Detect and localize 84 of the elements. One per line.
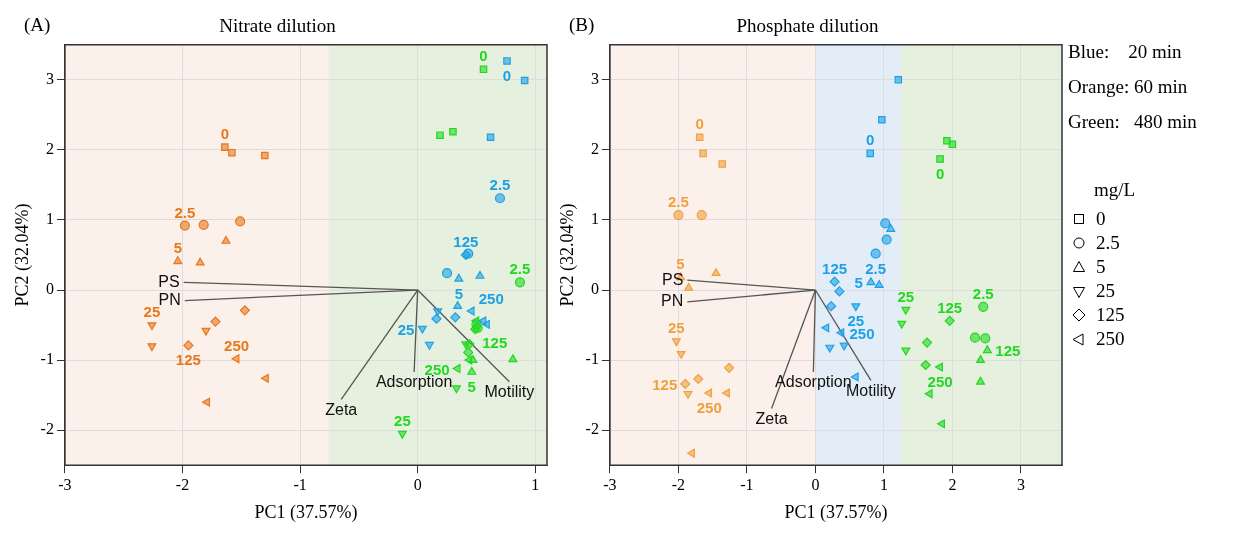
series-label: 2.5 [972, 284, 994, 302]
y-tick-label: -1 [40, 350, 54, 368]
series-label: PN [158, 290, 181, 308]
text: 2.5 [1096, 232, 1120, 253]
series-label: 250 [696, 399, 722, 417]
text: 5 [1096, 256, 1106, 277]
series-label: 2.5 [668, 193, 689, 211]
y-tick-label: -2 [585, 420, 599, 438]
series-label: Motility [484, 383, 535, 401]
series-label: 25 [394, 411, 411, 429]
series-label: 125 [995, 342, 1021, 360]
text: Blue: 20 min [1068, 40, 1183, 64]
x-tick-label: -3 [58, 476, 72, 493]
series-label: 2.5 [509, 260, 531, 278]
series-label: 2.5 [174, 203, 196, 221]
y-tick-label: 3 [590, 70, 599, 88]
x-tick-label: -2 [175, 476, 190, 493]
series-label: PS [158, 272, 180, 290]
series-label: Zeta [755, 409, 788, 427]
series-label: 5 [676, 255, 685, 273]
text: (B) [569, 14, 595, 36]
x-axis-title: PC1 (37.57%) [254, 501, 358, 523]
series-label: 25 [397, 320, 415, 338]
series-label: Zeta [325, 400, 358, 418]
y-tick-label: 1 [45, 210, 54, 228]
x-tick-label: 1 [879, 476, 888, 493]
y-tick-label: 2 [590, 140, 599, 158]
y-tick-label: 3 [45, 70, 54, 88]
series-label: 125 [482, 334, 508, 352]
text: (A) [24, 14, 51, 36]
y-tick-label: 0 [590, 280, 599, 298]
series-label: 5 [173, 239, 182, 257]
y-axis-title: PC2 (32.04%) [11, 203, 33, 307]
series-label: 25 [847, 312, 865, 330]
series-label: 2.5 [865, 259, 887, 277]
chart-title: Phosphate dilution [736, 15, 879, 37]
x-tick-label: -3 [603, 476, 617, 493]
x-axis-title: PC1 (37.57%) [784, 501, 888, 523]
x-tick-label: 1 [531, 476, 540, 493]
x-tick-label: 3 [1016, 476, 1025, 493]
series-label: 5 [454, 284, 463, 302]
series-label: 250 [224, 336, 250, 354]
x-tick-label: 2 [948, 476, 957, 493]
text: 0 [1096, 208, 1106, 229]
text: 125 [1096, 304, 1125, 325]
text: 25 [1096, 280, 1115, 301]
text: Orange: 60 min [1068, 75, 1189, 99]
y-tick-label: -1 [585, 350, 599, 368]
series-label: 0 [866, 131, 875, 149]
x-tick-label: 0 [413, 476, 422, 493]
x-tick-label: -1 [740, 476, 754, 493]
series-label: 125 [652, 375, 678, 393]
series-label: 125 [937, 298, 963, 316]
x-tick-label: -2 [671, 476, 686, 493]
chart-title: Nitrate dilution [219, 15, 337, 37]
legend-title: mg/L [1094, 179, 1137, 201]
x-tick-label: -1 [293, 476, 307, 493]
series-label: 125 [453, 233, 479, 250]
series-label: 0 [479, 47, 488, 65]
y-tick-label: 0 [45, 280, 54, 298]
series-label: Adsorption [375, 373, 453, 391]
series-label: 25 [668, 319, 685, 337]
text: 250 [1096, 328, 1125, 349]
y-axis-title: PC2 (32.04%) [556, 203, 578, 307]
series-label: 250 [927, 373, 953, 391]
y-tick-label: 2 [45, 140, 54, 158]
x-tick-label: 0 [811, 476, 820, 493]
series-label: 25 [143, 303, 161, 321]
y-tick-label: -2 [40, 420, 54, 438]
series-label: 125 [822, 259, 848, 277]
series-label: 5 [854, 274, 863, 292]
series-label: 250 [478, 290, 504, 308]
series-label: PN [661, 292, 684, 310]
series-label: 5 [467, 378, 476, 396]
series-label: 125 [175, 351, 201, 369]
series-label: 0 [695, 115, 704, 133]
series-label: PS [661, 270, 684, 288]
series-label: 0 [935, 165, 945, 183]
series-label: 0 [502, 66, 512, 84]
series-label: 25 [897, 287, 915, 305]
y-tick-label: 1 [590, 210, 599, 228]
series-label: 0 [220, 125, 230, 143]
text: Green: 480 min [1068, 110, 1198, 134]
series-label: 2.5 [489, 176, 511, 194]
